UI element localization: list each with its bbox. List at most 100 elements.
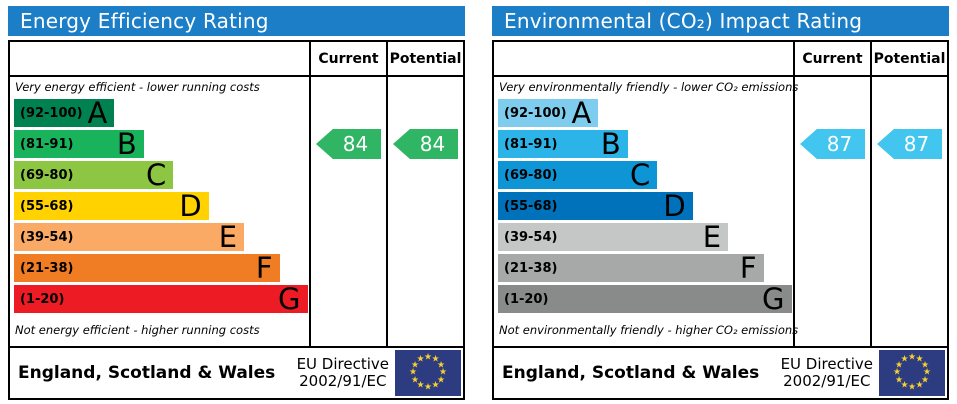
band-range-label: (92-100)	[20, 105, 83, 121]
energy-bands: (92-100) A (81-91) B (69-80) C (55-68) D (39…	[14, 99, 309, 316]
eu-directive-label: EU Directive 2002/91/EC	[296, 354, 389, 391]
co2-top-note: Very environmentally friendly - lower CO…	[499, 80, 799, 94]
energy-current-rating-arrow: 84	[316, 129, 381, 159]
energy-band-e: (39-54) E	[14, 220, 245, 254]
eu-flag-star: ★	[892, 367, 902, 378]
eu-flag-star: ★	[436, 375, 446, 385]
co2-rating-table: Current Potential Very environmentally f…	[492, 40, 949, 400]
co2-potential-rating-arrow: 87	[877, 129, 942, 159]
energy-band-b: (81-91) B	[14, 127, 144, 161]
energy-current-column: 84	[309, 77, 386, 346]
band-letter: D	[663, 189, 686, 223]
header-spacer	[494, 42, 793, 75]
band-letter: B	[116, 127, 137, 161]
band-range-label: (69-80)	[20, 167, 74, 183]
co2-band-chart: Very environmentally friendly - lower CO…	[494, 77, 799, 346]
energy-top-note: Very energy efficient - lower running co…	[15, 80, 260, 94]
band-range-label: (1-20)	[20, 291, 65, 307]
band-letter: F	[739, 251, 757, 285]
co2-band-b: (81-91) B	[498, 127, 628, 161]
co2-current-rating-value: 87	[826, 132, 853, 156]
eu-flag-star: ★	[436, 360, 446, 370]
energy-potential-column: 84	[386, 77, 463, 346]
co2-band-g: (1-20) G	[498, 282, 792, 316]
energy-band-chart: Very energy efficient - lower running co…	[10, 77, 309, 346]
eu-flag-star: ★	[423, 352, 433, 363]
energy-potential-rating-value: 84	[419, 132, 446, 156]
band-letter: C	[630, 158, 651, 192]
band-range-label: (55-68)	[20, 198, 74, 214]
energy-band-f: (21-38) F	[14, 251, 280, 285]
eu-flag-star: ★	[423, 382, 433, 393]
eu-flag-star: ★	[920, 375, 930, 385]
co2-bands: (92-100) A (81-91) B (69-80) C (55-68) D (39…	[498, 99, 793, 316]
eu-directive-line2: 2002/91/EC	[299, 372, 387, 390]
eu-directive-line1: EU Directive	[780, 354, 873, 373]
band-letter: F	[255, 251, 273, 285]
energy-band-c: (69-80) C	[14, 161, 174, 190]
eu-flag-star: ★	[894, 360, 904, 370]
eu-flag-star: ★	[894, 375, 904, 385]
energy-panel-title: Energy Efficiency Rating	[20, 9, 269, 33]
band-range-label: (92-100)	[504, 105, 567, 121]
co2-band-e: (39-54) E	[498, 220, 729, 254]
band-letter: E	[218, 220, 238, 254]
band-range-label: (81-91)	[504, 136, 558, 152]
band-range-label: (69-80)	[504, 167, 558, 183]
band-letter: B	[600, 127, 621, 161]
eu-flag-star: ★	[900, 354, 909, 365]
band-range-label: (21-38)	[504, 260, 558, 276]
eu-flag-star: ★	[920, 360, 930, 370]
energy-rating-table: Current Potential Very energy efficient …	[8, 40, 465, 400]
co2-band-d: (55-68) D	[498, 189, 693, 223]
band-range-label: (39-54)	[20, 229, 74, 245]
co2-current-column: 87	[793, 77, 870, 346]
eu-flag-star: ★	[907, 382, 917, 393]
energy-chart-body: Very energy efficient - lower running co…	[10, 77, 463, 348]
band-range-label: (39-54)	[504, 229, 558, 245]
eu-flag-star: ★	[410, 360, 420, 370]
eu-flag-star: ★	[416, 380, 425, 391]
potential-column-header: Potential	[870, 42, 947, 75]
band-letter: D	[179, 189, 202, 223]
energy-bottom-note: Not energy efficient - higher running co…	[15, 323, 260, 337]
eu-flag-star: ★	[410, 375, 420, 385]
co2-band-c: (69-80) C	[498, 158, 658, 192]
co2-panel-title: Environmental (CO₂) Impact Rating	[504, 9, 863, 33]
energy-rating-panel: Energy Efficiency Rating Current Potenti…	[8, 6, 465, 400]
co2-table-header: Current Potential	[494, 42, 947, 77]
co2-potential-rating-value: 87	[903, 132, 930, 156]
current-column-header: Current	[793, 42, 870, 75]
energy-table-header: Current Potential	[10, 42, 463, 77]
co2-panel-title-bar: Environmental (CO₂) Impact Rating	[492, 6, 949, 36]
band-range-label: (55-68)	[504, 198, 558, 214]
co2-band-a: (92-100) A	[498, 96, 599, 130]
band-letter: G	[278, 282, 301, 316]
eu-flag-star: ★	[915, 354, 924, 365]
current-column-header: Current	[309, 42, 386, 75]
eu-flag-star: ★	[408, 367, 418, 378]
band-letter: G	[762, 282, 785, 316]
band-range-label: (1-20)	[504, 291, 549, 307]
region-label: England, Scotland & Wales	[502, 363, 760, 383]
co2-rating-panel: Environmental (CO₂) Impact Rating Curren…	[492, 6, 949, 400]
band-letter: A	[571, 96, 592, 130]
eu-directive-line2: 2002/91/EC	[783, 372, 871, 390]
eu-directive-line1: EU Directive	[296, 354, 389, 373]
region-label: England, Scotland & Wales	[18, 363, 276, 383]
band-range-label: (21-38)	[20, 260, 74, 276]
band-letter: E	[702, 220, 722, 254]
band-letter: A	[87, 96, 108, 130]
energy-band-a: (92-100) A	[14, 96, 115, 130]
co2-table-footer: England, Scotland & Wales EU Directive 2…	[494, 348, 947, 398]
energy-band-g: (1-20) G	[14, 282, 308, 316]
eu-flag: ★ ★ ★ ★ ★ ★ ★ ★ ★ ★ ★ ★	[879, 350, 945, 396]
energy-panel-title-bar: Energy Efficiency Rating	[8, 6, 465, 36]
eu-flag-star: ★	[431, 354, 440, 365]
energy-current-rating-value: 84	[342, 132, 369, 156]
eu-flag: ★ ★ ★ ★ ★ ★ ★ ★ ★ ★ ★ ★	[395, 350, 461, 396]
eu-directive-label: EU Directive 2002/91/EC	[780, 354, 873, 391]
band-range-label: (81-91)	[20, 136, 74, 152]
co2-bottom-note: Not environmentally friendly - higher CO…	[499, 323, 799, 337]
